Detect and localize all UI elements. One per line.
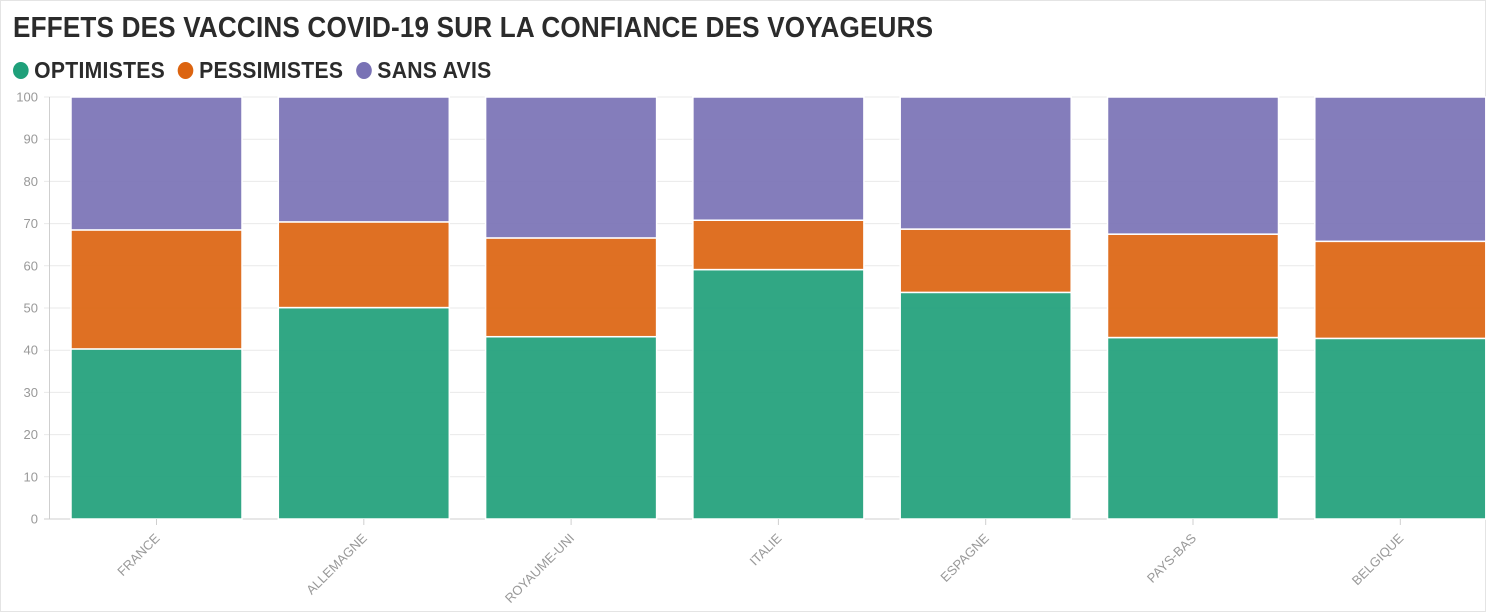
legend-item-pessimistes[interactable]: PESSIMISTES: [177, 57, 344, 84]
bar-segment-pessimistes[interactable]: [1106, 233, 1280, 339]
bar-segment-pessimistes[interactable]: [484, 237, 658, 338]
y-tick-label: 80: [24, 174, 38, 189]
bar-segment-sans-avis[interactable]: [484, 96, 658, 239]
x-tick-label: FRANCE: [114, 530, 163, 579]
bar-segment-optimistes[interactable]: [277, 306, 451, 520]
bar-group-royaume-uni: [484, 96, 658, 520]
x-tick-label: BELGIQUE: [1349, 530, 1407, 588]
bar-segment-optimistes[interactable]: [1106, 336, 1280, 520]
bar-group-espagne: [899, 96, 1072, 520]
bars: [70, 96, 1486, 520]
y-tick-label: 40: [24, 343, 38, 358]
legend-swatch: [13, 62, 29, 79]
bar-group-pays-bas: [1106, 96, 1280, 520]
legend-item-optimistes[interactable]: OPTIMISTES: [13, 57, 165, 84]
bar-segment-optimistes[interactable]: [692, 268, 865, 520]
y-tick-label: 100: [16, 90, 38, 105]
x-tick-label: PAYS-BAS: [1144, 530, 1199, 585]
bar-segment-pessimistes[interactable]: [692, 219, 865, 271]
legend-label: PESSIMISTES: [199, 57, 344, 83]
bar-segment-optimistes[interactable]: [484, 335, 658, 520]
bar-segment-optimistes[interactable]: [1314, 337, 1486, 520]
y-tick-label: 60: [24, 258, 38, 273]
bar-segment-pessimistes[interactable]: [277, 221, 451, 309]
bar-segment-sans-avis[interactable]: [1314, 96, 1486, 243]
x-axis: FRANCE ALLEMAGNE ROYAUME-UNI ITALIE ESPAGNE P…: [114, 519, 1407, 606]
y-tick-label: 70: [24, 216, 38, 231]
x-tick-label: ALLEMAGNE: [303, 530, 370, 597]
y-tick-label: 50: [24, 301, 38, 316]
bar-group-italie: [692, 96, 865, 520]
legend-label: OPTIMISTES: [34, 57, 166, 83]
chart-title: EFFETS DES VACCINS COVID-19 SUR LA CONFI…: [13, 12, 934, 44]
bar-segment-sans-avis[interactable]: [70, 96, 243, 231]
y-tick-label: 90: [24, 132, 38, 147]
legend-item-sans-avis[interactable]: SANS AVIS: [356, 57, 491, 84]
bar-segment-sans-avis[interactable]: [899, 96, 1072, 230]
legend-label: SANS AVIS: [377, 57, 492, 83]
bar-segment-pessimistes[interactable]: [1314, 240, 1486, 340]
bar-segment-optimistes[interactable]: [899, 291, 1072, 520]
legend-swatch: [356, 62, 372, 79]
y-axis: 0 10 20 30 40 50 60 70 80 90 100: [16, 90, 50, 527]
y-tick-label: 0: [31, 512, 38, 527]
x-tick-label: ROYAUME-UNI: [502, 531, 577, 606]
bar-segment-pessimistes[interactable]: [70, 229, 243, 350]
x-tick-label: ESPAGNE: [937, 530, 992, 585]
y-tick-label: 30: [24, 385, 38, 400]
chart-legend: OPTIMISTES PESSIMISTES SANS AVIS: [13, 57, 504, 84]
y-tick-label: 20: [24, 427, 38, 442]
bar-segment-sans-avis[interactable]: [277, 96, 451, 223]
bar-segment-sans-avis[interactable]: [1106, 96, 1280, 235]
bar-segment-sans-avis[interactable]: [692, 96, 865, 221]
bar-group-belgique: [1314, 96, 1486, 520]
bar-segment-optimistes[interactable]: [70, 348, 243, 520]
bar-group-france: [70, 96, 243, 520]
y-tick-label: 10: [24, 469, 38, 484]
x-tick-label: ITALIE: [746, 530, 784, 568]
bar-segment-pessimistes[interactable]: [899, 228, 1072, 294]
legend-swatch: [177, 62, 194, 79]
bar-group-allemagne: [277, 96, 451, 520]
